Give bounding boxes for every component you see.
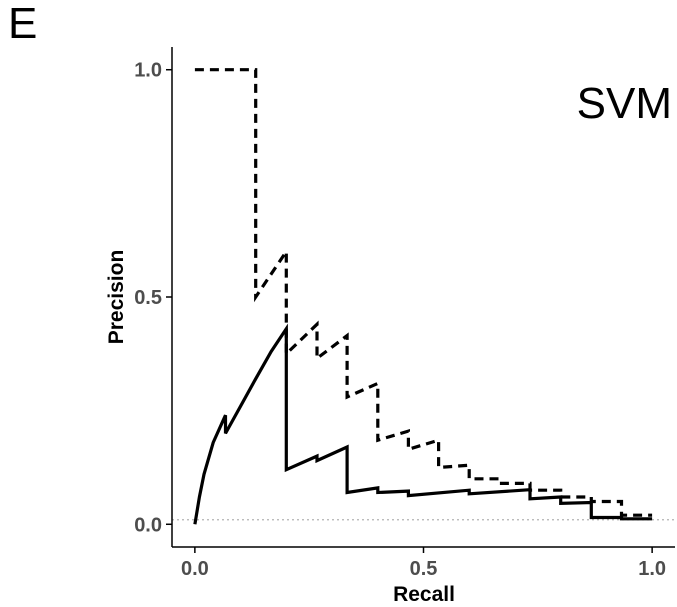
y-axis-title: Precision <box>105 250 128 345</box>
x-tick-label: 0.0 <box>181 558 209 580</box>
dashed-series-line <box>194 68 653 517</box>
panel-letter: E <box>8 0 37 48</box>
x-tick-label: 0.5 <box>410 558 438 580</box>
y-tick-label: 1.0 <box>134 60 162 82</box>
x-tick-label: 1.0 <box>638 558 666 580</box>
y-tick-label: 0.0 <box>134 514 162 536</box>
solid-series-line <box>193 323 653 525</box>
series-group <box>193 68 653 525</box>
model-label: SVM <box>577 79 672 128</box>
y-tick-label: 0.5 <box>134 287 162 309</box>
x-axis-title: Recall <box>393 583 455 606</box>
x-axis-ticks: 0.0 0.5 1.0 <box>181 547 666 580</box>
y-axis-ticks: 0.0 0.5 1.0 <box>134 60 172 536</box>
